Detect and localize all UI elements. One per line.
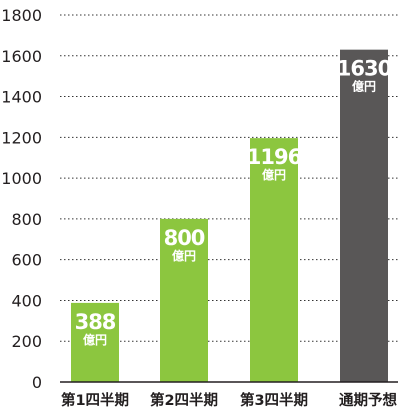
y-tick-label: 1800 xyxy=(1,6,42,25)
x-tick-label: 第3四半期 xyxy=(240,391,308,409)
gridlines xyxy=(60,14,398,342)
y-tick-label: 600 xyxy=(11,251,42,270)
bar-value-label: 1196 xyxy=(247,145,302,169)
y-tick-label: 1400 xyxy=(1,88,42,107)
x-tick-label: 第1四半期 xyxy=(61,391,129,409)
x-axis-ticks: 第1四半期 第2四半期 第3四半期 通期予想 xyxy=(61,391,398,409)
y-tick-label: 0 xyxy=(32,373,42,392)
y-tick-label: 1200 xyxy=(1,128,42,147)
bar-value-label: 800 xyxy=(164,226,205,250)
y-tick-label: 800 xyxy=(11,210,42,229)
bar xyxy=(340,49,388,383)
bar xyxy=(71,302,119,382)
bar-unit-label: 億円 xyxy=(83,332,107,347)
bar xyxy=(250,138,298,382)
bar-unit-label: 億円 xyxy=(262,167,286,182)
y-tick-label: 400 xyxy=(11,291,42,310)
y-axis-ticks: 0 200 400 600 800 1000 1200 1400 1600 1800 xyxy=(1,6,42,392)
y-tick-label: 1600 xyxy=(1,47,42,66)
y-tick-label: 1000 xyxy=(1,169,42,188)
bar-value-label: 388 xyxy=(75,310,116,334)
bars xyxy=(71,49,388,383)
bar xyxy=(160,218,208,382)
y-tick-label: 200 xyxy=(11,332,42,351)
x-tick-label: 第2四半期 xyxy=(150,391,218,409)
bar-unit-label: 億円 xyxy=(352,79,376,94)
bar-value-label: 1630 xyxy=(337,57,392,81)
x-tick-label: 通期予想 xyxy=(339,391,397,409)
bar-unit-label: 億円 xyxy=(172,248,196,263)
